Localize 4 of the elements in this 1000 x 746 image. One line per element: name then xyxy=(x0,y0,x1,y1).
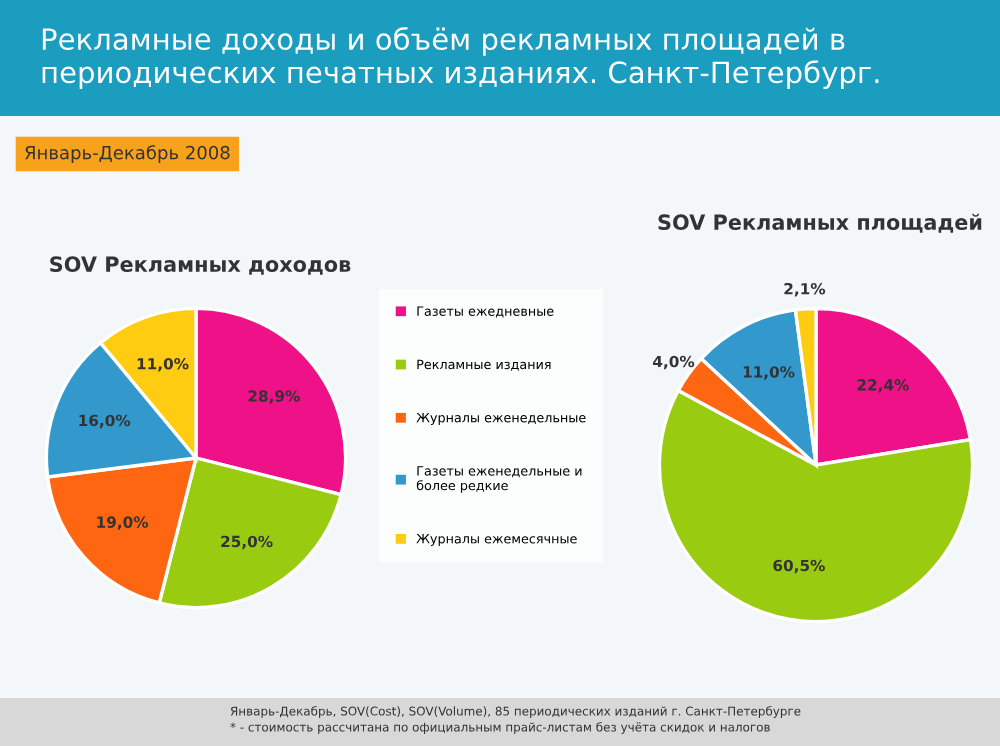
text: Январь-Декабрь 2008 xyxy=(25,145,230,163)
chart-title: SOV Рекламных площадей xyxy=(658,213,982,233)
text: Рекламные доходы и объём рекламных площадей в периодических печатных изданиях. Санкт-Петербург. xyxy=(42,27,879,89)
chart-title: SOV Рекламных доходов xyxy=(50,256,351,275)
